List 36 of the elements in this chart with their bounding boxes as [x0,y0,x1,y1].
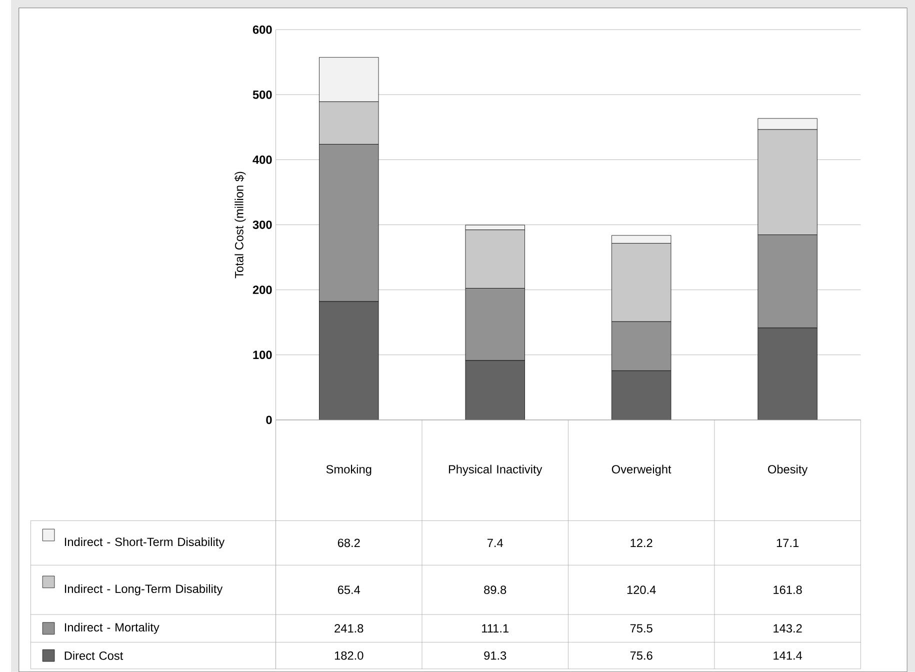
data-label: 65.4 [338,586,360,594]
bar [465,360,525,420]
data-label: 89.8 [484,586,506,594]
x-tick-label: Physical Inactivity [448,464,542,476]
x-tick-label: Smoking [326,464,372,476]
data-label: 241.8 [334,624,364,633]
data-label: 75.6 [630,651,652,660]
data-label: 7.4 [487,538,503,547]
legend-label: Direct Cost [64,651,124,660]
y-tick-label: 500 [252,90,272,99]
data-label: 161.8 [774,586,802,594]
legend-label: Indirect - Long-Term Disability [64,584,223,596]
data-label: 141.4 [774,651,802,660]
y-tick-label: 200 [252,286,272,294]
data-label: 111.1 [482,624,508,632]
data-label: 91.3 [484,651,506,660]
data-label: 182.0 [334,651,364,660]
x-tick-label: Obesity [768,464,808,476]
legend-label: Indirect - Short-Term Disability [64,537,225,548]
y-tick-label: 600 [252,25,272,34]
y-tick-label: 400 [252,156,272,164]
y-tick-label: 300 [252,220,272,229]
data-label: 120.4 [627,586,656,594]
bar [758,328,818,420]
data-label: 143.2 [774,624,802,633]
bar [319,301,379,420]
data-label: 68.2 [338,538,360,548]
data-label: 75.5 [630,624,652,632]
y-tick-label: 100 [253,350,272,360]
data-label: 12.2 [630,538,652,548]
legend-label: Indirect - Mortality [64,622,160,634]
y-tick-label: 0 [266,416,272,424]
bar [611,370,672,420]
x-tick-label: Overweight [612,464,672,476]
data-label: 17.1 [776,538,799,547]
y-axis-title: Total Cost (million $) [234,172,246,278]
